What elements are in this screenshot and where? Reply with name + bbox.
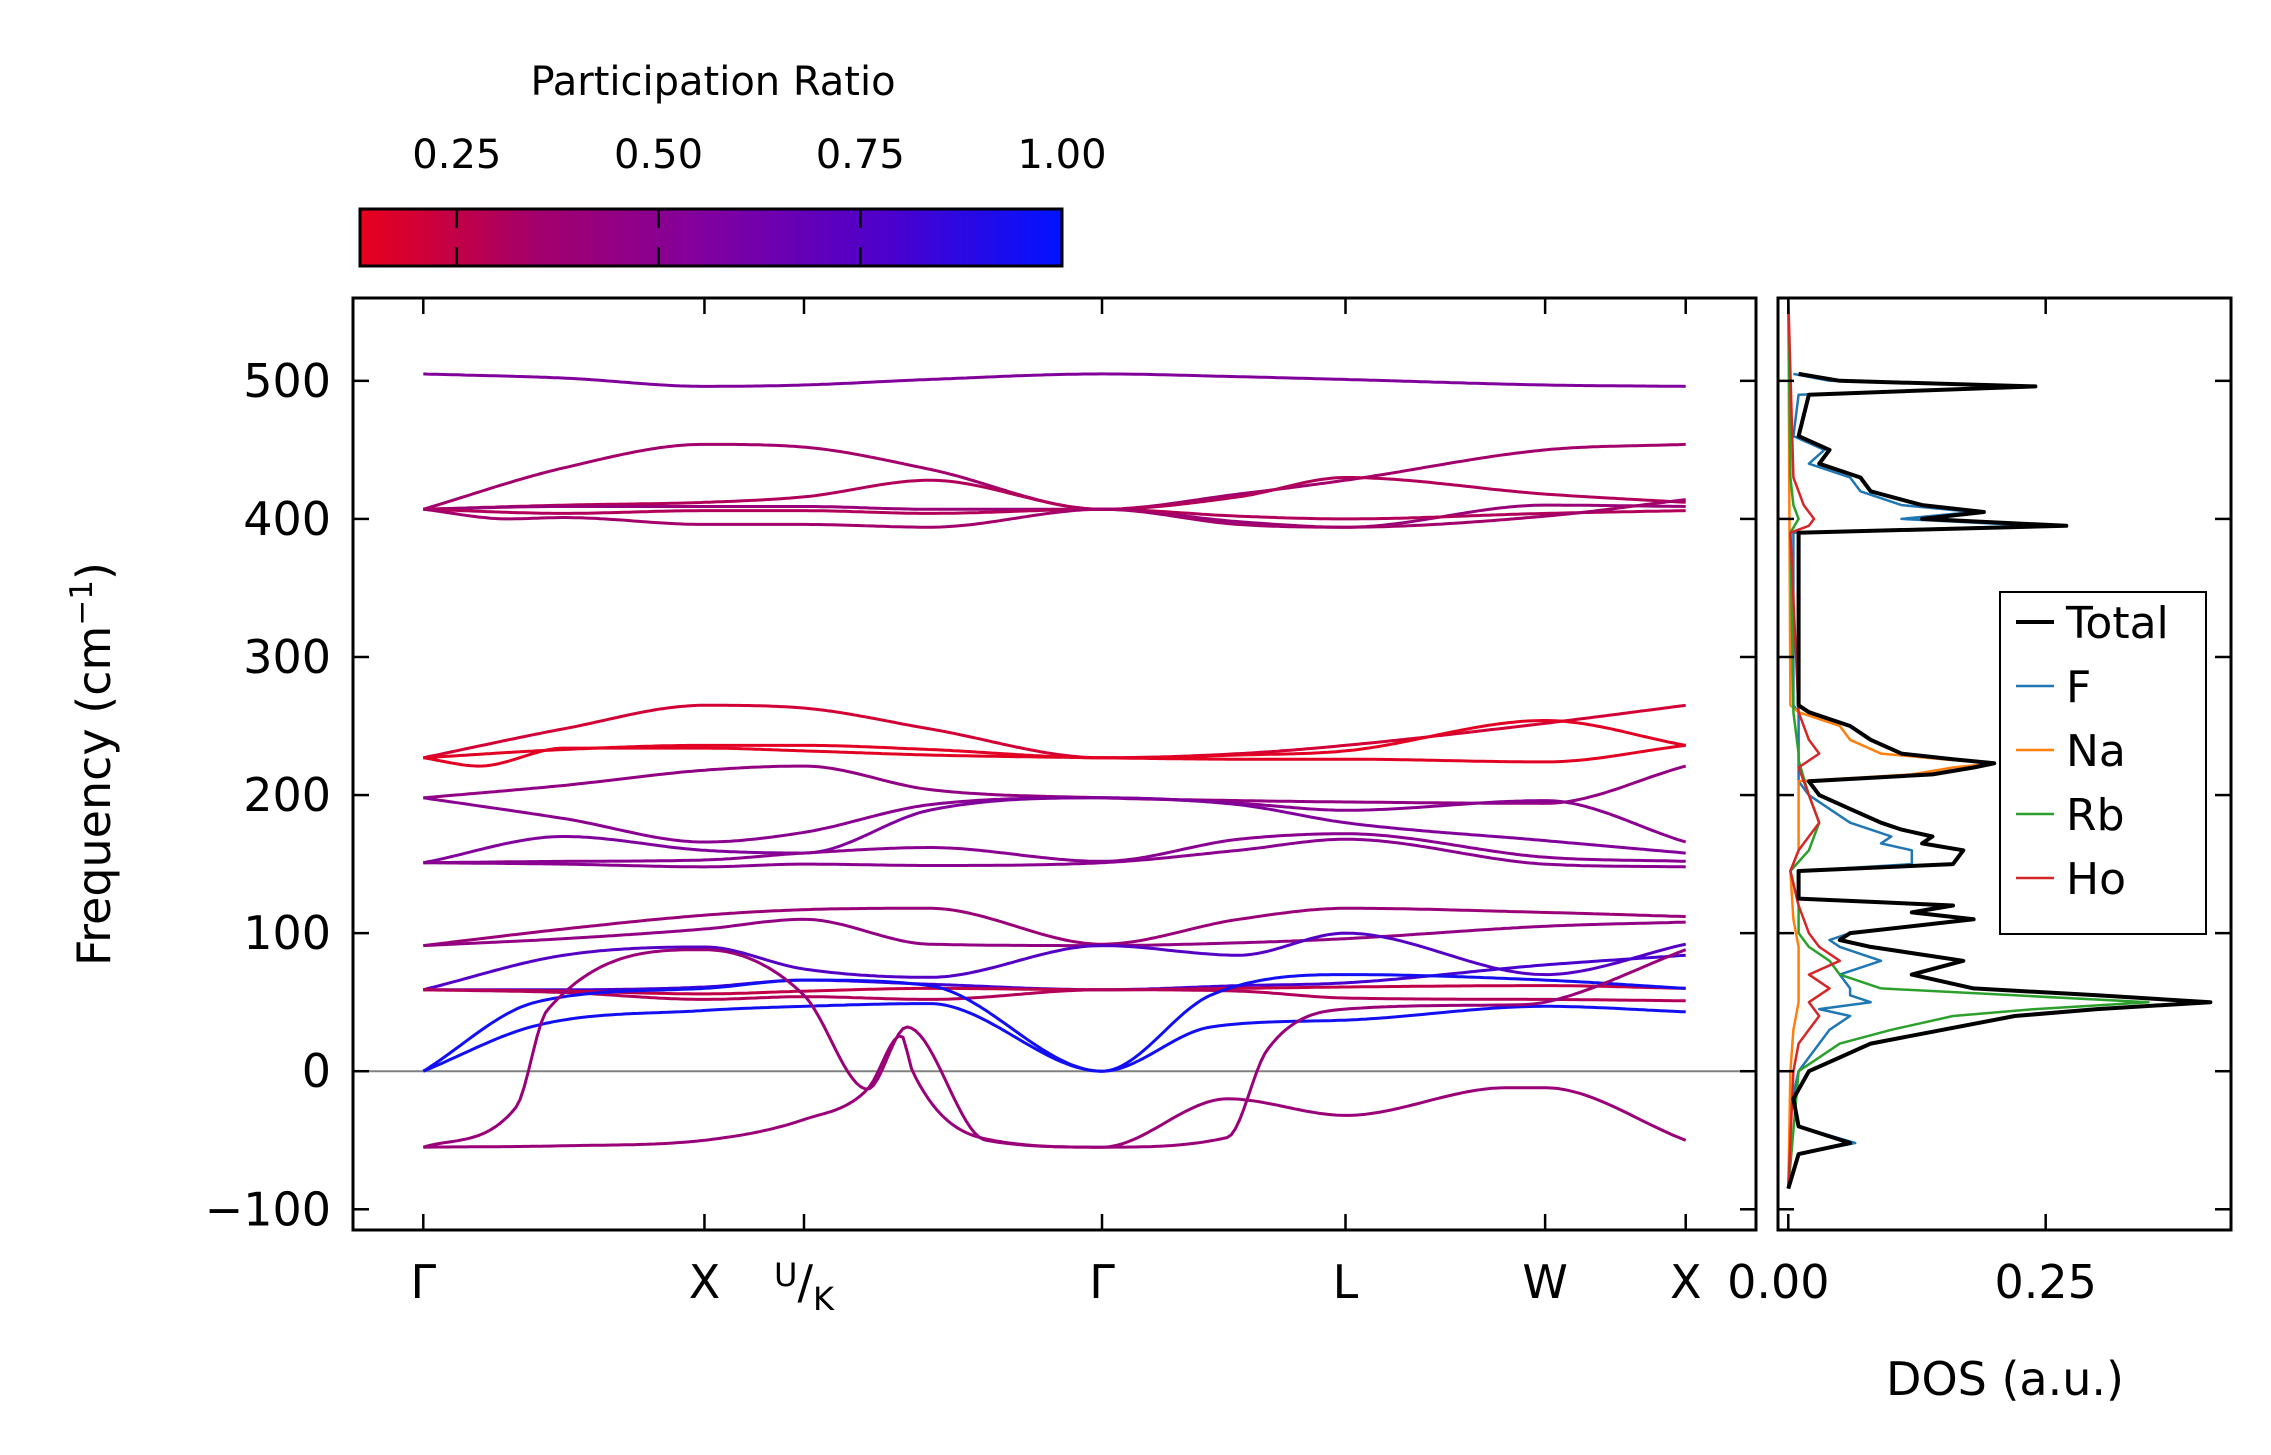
- band: [423, 917, 1686, 948]
- band: [422, 703, 1686, 760]
- kpoint-label: X: [1670, 1255, 1702, 1309]
- colorbar-tick-label: 0.50: [614, 132, 703, 178]
- y-tick-label: 400: [243, 492, 331, 546]
- y-tick-label: 200: [243, 768, 331, 822]
- legend-label-f: F: [2066, 662, 2091, 713]
- band: [422, 931, 1687, 992]
- band: [423, 984, 1686, 996]
- band: [423, 719, 1686, 760]
- band: [423, 507, 1686, 521]
- y-tick-label: −100: [205, 1182, 331, 1236]
- kpoint-label: U/K: [774, 1255, 835, 1318]
- dos-series-na: [1787, 298, 1996, 1189]
- band-axes: [353, 298, 1756, 1230]
- kpoint-label: W: [1522, 1255, 1567, 1309]
- colorbar-tick-label: 0.75: [816, 132, 905, 178]
- dos-panel: 0.00 0.25 DOS (a.u.) Total F Na Rb Ho: [1727, 296, 2233, 1406]
- dos-x-tick-label: 0.25: [1994, 1255, 2096, 1309]
- dos-axes: [1778, 298, 2231, 1230]
- dos-lines: [1786, 298, 2213, 1190]
- dos-x-tick-labels: 0.00 0.25: [1727, 1255, 2097, 1309]
- band: [423, 476, 1686, 511]
- band: [422, 973, 1686, 1073]
- y-tick-label: 100: [243, 906, 331, 960]
- band: [423, 832, 1686, 865]
- kpoint-label: Γ: [410, 1255, 436, 1309]
- y-tick-label: 500: [243, 354, 331, 408]
- dos-x-tick-label: 0.00: [1727, 1255, 1829, 1309]
- legend-label-total: Total: [2065, 598, 2169, 649]
- dos-series-rb: [1787, 298, 2150, 1189]
- band: [423, 1034, 1687, 1149]
- bands: [422, 372, 1687, 1149]
- legend-label-ho: Ho: [2066, 854, 2126, 905]
- colorbar-tick-labels: 0.25 0.50 0.75 1.00: [412, 132, 1106, 178]
- colorbar-tick-label: 1.00: [1017, 132, 1106, 178]
- legend: Total F Na Rb Ho: [1999, 591, 2207, 935]
- band-frame: [351, 296, 1758, 1232]
- kpoint-label: L: [1333, 1255, 1359, 1309]
- y-tick-label: 0: [302, 1044, 331, 1098]
- dos-series-ho: [1787, 298, 1842, 1189]
- band: [423, 743, 1686, 768]
- band: [422, 442, 1686, 511]
- y-axis-label: Frequency (cm−1): [64, 562, 121, 966]
- band: [422, 1002, 1686, 1073]
- colorbar-label: Participation Ratio: [530, 59, 895, 105]
- dos-series-total: [1786, 371, 2213, 1190]
- kpoint-label: X: [689, 1255, 721, 1309]
- colorbar: Participation Ratio 0.25 0.50 0.75 1.00: [358, 59, 1107, 268]
- colorbar-tick-label: 0.25: [412, 132, 501, 178]
- band: [423, 837, 1686, 869]
- legend-items: Total F Na Rb Ho: [2016, 598, 2169, 905]
- kpoint-labels: Γ X U/K Γ L W X: [410, 1255, 1701, 1318]
- kpoint-label: Γ: [1089, 1255, 1115, 1309]
- band: [423, 498, 1686, 529]
- band: [423, 796, 1686, 865]
- y-tick-labels: −100 0 100 200 300 400 500: [205, 354, 331, 1236]
- dos-x-axis-label: DOS (a.u.): [1886, 1352, 2124, 1406]
- y-tick-label: 300: [243, 630, 331, 684]
- legend-label-na: Na: [2066, 726, 2126, 777]
- dos-frame: [1776, 296, 2233, 1232]
- colorbar-gradient: [358, 207, 1064, 268]
- band: [423, 906, 1686, 948]
- band: [423, 372, 1686, 388]
- colorbar-ticks: [455, 209, 1064, 266]
- dos-series-f: [1787, 372, 2037, 1189]
- band: [423, 988, 1686, 1003]
- legend-label-rb: Rb: [2066, 790, 2125, 841]
- band-structure-panel: −100 0 100 200 300 400 500 Γ X U/K Γ L W X Frequency…: [64, 296, 1758, 1318]
